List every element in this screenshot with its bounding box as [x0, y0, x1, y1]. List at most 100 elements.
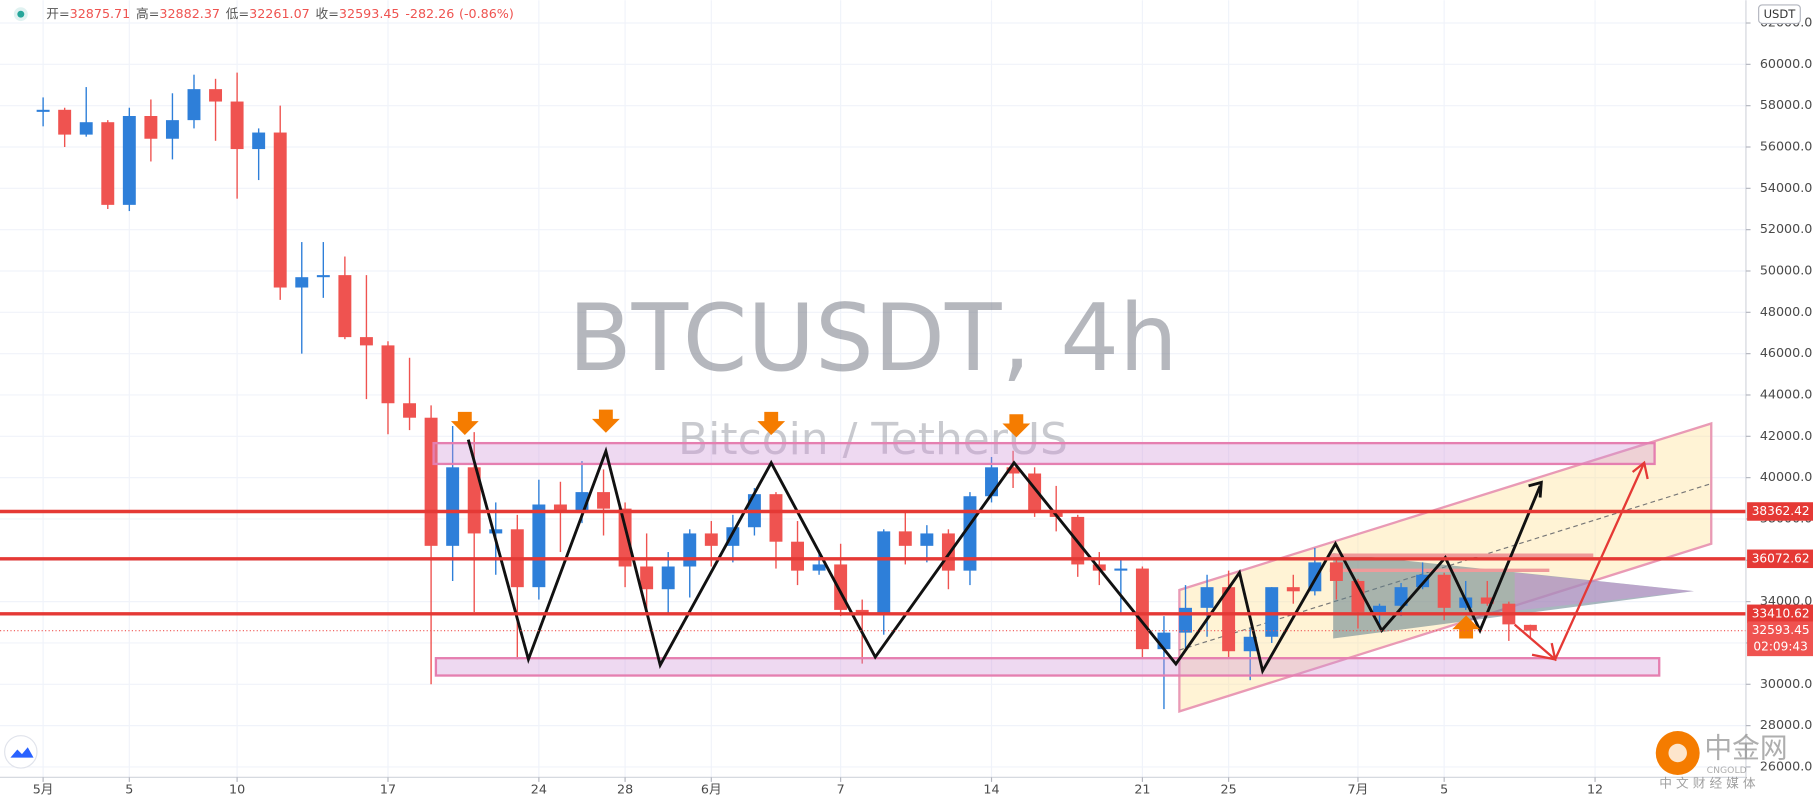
legend-label: 开= — [46, 6, 69, 21]
y-tick-label: 48000.00 — [1760, 304, 1813, 319]
y-tick-label: 30000.00 — [1760, 676, 1813, 691]
candle-body — [36, 109, 50, 112]
x-tick-label: 17 — [380, 782, 396, 797]
candle-body — [1329, 562, 1343, 581]
candle-body — [941, 533, 955, 571]
candle-body — [1523, 624, 1537, 631]
candle-body — [273, 132, 287, 288]
candle-body — [58, 109, 72, 135]
resistance-box — [432, 441, 1656, 466]
brand-logo — [1668, 743, 1687, 763]
candle-body — [618, 508, 632, 567]
y-tick-label: 54000.00 — [1760, 180, 1813, 195]
brand-name: 中金网 — [1704, 732, 1787, 765]
candle-body — [704, 533, 718, 546]
currency-button[interactable] — [1758, 4, 1801, 24]
brand: 中金网 CNGOLD 中 文 财 经 媒 体 — [1655, 731, 1788, 791]
support-box — [434, 657, 1661, 677]
x-tick-label: 5 — [125, 782, 133, 797]
legend-label: 低= — [226, 6, 249, 21]
candle-body — [1222, 587, 1236, 652]
x-tick-label: 21 — [1134, 782, 1150, 797]
candle-body — [877, 531, 891, 615]
down-arrow — [1002, 414, 1031, 438]
y-tick-label: 52000.00 — [1760, 221, 1813, 236]
candle-body — [963, 496, 977, 571]
candle-body — [467, 467, 481, 534]
candle-body — [122, 116, 136, 205]
candle-body — [898, 531, 912, 546]
candle-body — [144, 116, 158, 139]
candle-body — [661, 566, 675, 590]
candle-body — [855, 609, 869, 615]
down-arrow — [450, 411, 479, 436]
logo-badge[interactable] — [4, 735, 38, 769]
candle-body — [1351, 580, 1365, 612]
candle-body — [79, 122, 93, 135]
y-tick-label: 42000.00 — [1760, 428, 1813, 443]
watermark-subtitle: Bitcoin / TetherUS — [678, 414, 1068, 465]
ohlc-legend: 开=32875.71 高=32882.37 低=32261.07 收=32593.45… — [46, 6, 514, 21]
y-tick-label: 56000.00 — [1760, 139, 1813, 154]
drawings — [0, 409, 1746, 677]
legend-label: 高= — [136, 6, 159, 21]
arrow-markers — [450, 409, 1480, 639]
arrowhead — [1531, 642, 1557, 661]
legend-change-percent: (-0.86%) — [459, 6, 514, 21]
x-tick-label: 6月 — [701, 782, 722, 797]
candle-body — [1286, 587, 1300, 592]
triangle-tip — [1514, 572, 1694, 611]
y-tick-label: 28000.00 — [1760, 717, 1813, 732]
candle-body — [597, 492, 611, 509]
y-tick-label: 50000.00 — [1760, 262, 1813, 277]
legend-change: -282.26 — [405, 6, 454, 21]
candle-body — [1157, 632, 1171, 650]
y-tick-label: 44000.00 — [1760, 386, 1813, 401]
candle-body — [640, 566, 654, 590]
candle-body — [769, 494, 783, 542]
brand-latin: CNGOLD — [1707, 765, 1747, 776]
y-tick-label: 58000.00 — [1760, 97, 1813, 112]
candle-body — [489, 529, 503, 534]
x-tick-label: 25 — [1221, 782, 1237, 797]
candle-body — [1265, 587, 1279, 637]
candle-body — [1114, 568, 1128, 571]
candle-body — [1373, 605, 1386, 612]
candle-body — [920, 533, 934, 546]
arrowhead — [1631, 460, 1649, 480]
x-tick-label: 14 — [983, 782, 999, 797]
countdown: 02:09:43 — [1753, 639, 1807, 653]
down-arrow — [757, 411, 786, 436]
candle-body — [230, 101, 244, 150]
y-tick-label: 34000.00 — [1760, 593, 1813, 608]
tv-logo[interactable] — [4, 735, 38, 769]
legend-value: 32593.45 — [339, 6, 400, 21]
candle-body — [252, 132, 266, 150]
price-label-bg — [1747, 502, 1813, 521]
candle-body — [1480, 597, 1494, 604]
watermark-title: BTCUSDT, 4h — [568, 284, 1178, 392]
zigzag — [466, 439, 1542, 675]
candle-body — [1135, 568, 1149, 650]
y-tick-label: 60000.00 — [1760, 56, 1813, 71]
candle-body — [1394, 587, 1408, 606]
candle-body — [446, 467, 460, 546]
candle-body — [424, 417, 438, 546]
price-label: 36072.62 — [1752, 551, 1810, 565]
candle-body — [791, 541, 804, 571]
status-icon — [17, 10, 25, 18]
candle-body — [812, 564, 826, 571]
candle-body — [359, 337, 373, 346]
currency-button-label[interactable]: USDT — [1764, 7, 1797, 21]
candle-body — [1243, 636, 1257, 652]
x-tick-label: 28 — [617, 782, 633, 797]
down-arrow — [592, 409, 620, 433]
x-tick-label: 5月 — [33, 782, 54, 797]
brand-tagline: 中 文 财 经 媒 体 — [1659, 776, 1756, 791]
up-arrow — [1452, 615, 1480, 639]
logo-mark[interactable] — [10, 747, 34, 758]
